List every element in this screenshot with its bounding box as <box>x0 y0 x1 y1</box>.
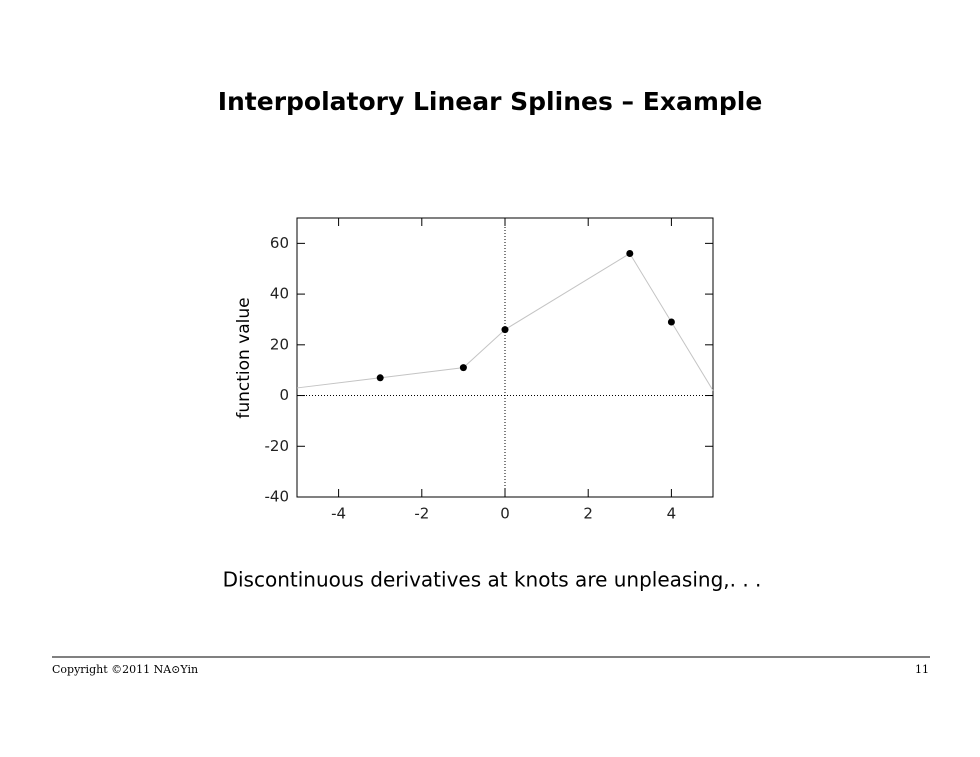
knot-point <box>501 326 509 334</box>
knot-point <box>376 374 384 382</box>
x-tick-label: 0 <box>500 505 510 523</box>
x-tick-label: -4 <box>331 505 346 523</box>
footer-copyright: Copyright ©2011 NA⊙Yin <box>52 663 198 676</box>
x-tick-label: -2 <box>414 505 429 523</box>
y-tick-label: 20 <box>270 335 289 353</box>
y-axis-label: function value <box>234 297 254 418</box>
spline-line <box>296 252 714 391</box>
knot-point <box>459 364 467 372</box>
y-tick-label: 60 <box>270 234 289 252</box>
knot-point <box>667 318 675 326</box>
page-number: 11 <box>915 663 929 676</box>
y-tick-label: 40 <box>270 285 289 303</box>
x-tick-label: 4 <box>667 505 677 523</box>
y-tick-label: -40 <box>265 488 290 506</box>
x-tick-label: 2 <box>583 505 593 523</box>
y-tick-label: -20 <box>265 437 290 455</box>
knot-point <box>626 250 634 258</box>
y-tick-label: 0 <box>279 386 289 404</box>
slide-title: Interpolatory Linear Splines – Example <box>218 87 763 116</box>
caption: Discontinuous derivatives at knots are u… <box>223 568 762 592</box>
